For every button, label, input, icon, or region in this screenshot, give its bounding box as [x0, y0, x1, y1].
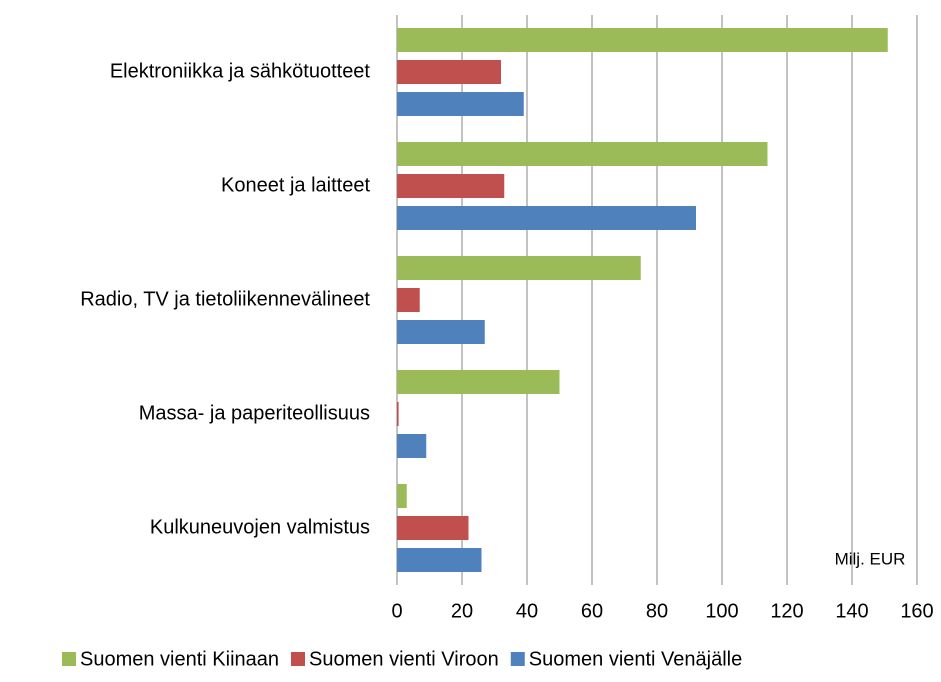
legend-label: Suomen vienti Viroon: [309, 648, 499, 670]
bar: [397, 206, 696, 230]
bar: [397, 320, 485, 344]
bar: [397, 142, 768, 166]
bar: [397, 516, 469, 540]
legend-label: Suomen vienti Venäjälle: [529, 648, 742, 670]
x-tick-label: 60: [581, 600, 603, 622]
y-tick-label: Kulkuneuvojen valmistus: [150, 516, 370, 538]
bar: [397, 174, 505, 198]
y-tick-label: Massa- ja paperiteollisuus: [139, 402, 370, 424]
bar: [397, 402, 399, 426]
y-tick-label: Koneet ja laitteet: [221, 174, 370, 196]
x-tick-label: 20: [451, 600, 473, 622]
x-tick-label: 100: [705, 600, 738, 622]
y-tick-label: Radio, TV ja tietoliikennevälineet: [80, 288, 370, 310]
bar: [397, 548, 482, 572]
legend-swatch: [291, 652, 306, 666]
x-tick-label: 120: [770, 600, 803, 622]
legend-swatch: [510, 652, 525, 666]
legend-label: Suomen vienti Kiinaan: [80, 648, 279, 670]
unit-annotation: Milj. EUR: [835, 549, 906, 568]
legend-swatch: [62, 652, 76, 666]
x-tick-label: 140: [835, 600, 868, 622]
bar: [397, 92, 524, 116]
bar: [397, 370, 560, 394]
bar: [397, 288, 420, 312]
x-tick-label: 0: [391, 600, 402, 622]
bar: [397, 484, 407, 508]
bar: [397, 60, 501, 84]
bar: [397, 28, 888, 52]
x-tick-label: 40: [516, 600, 538, 622]
bar: [397, 434, 427, 458]
x-tick-label: 80: [646, 600, 668, 622]
x-tick-label: 160: [900, 600, 933, 622]
y-tick-label: Elektroniikka ja sähkötuotteet: [110, 60, 371, 82]
bar: [397, 256, 641, 280]
